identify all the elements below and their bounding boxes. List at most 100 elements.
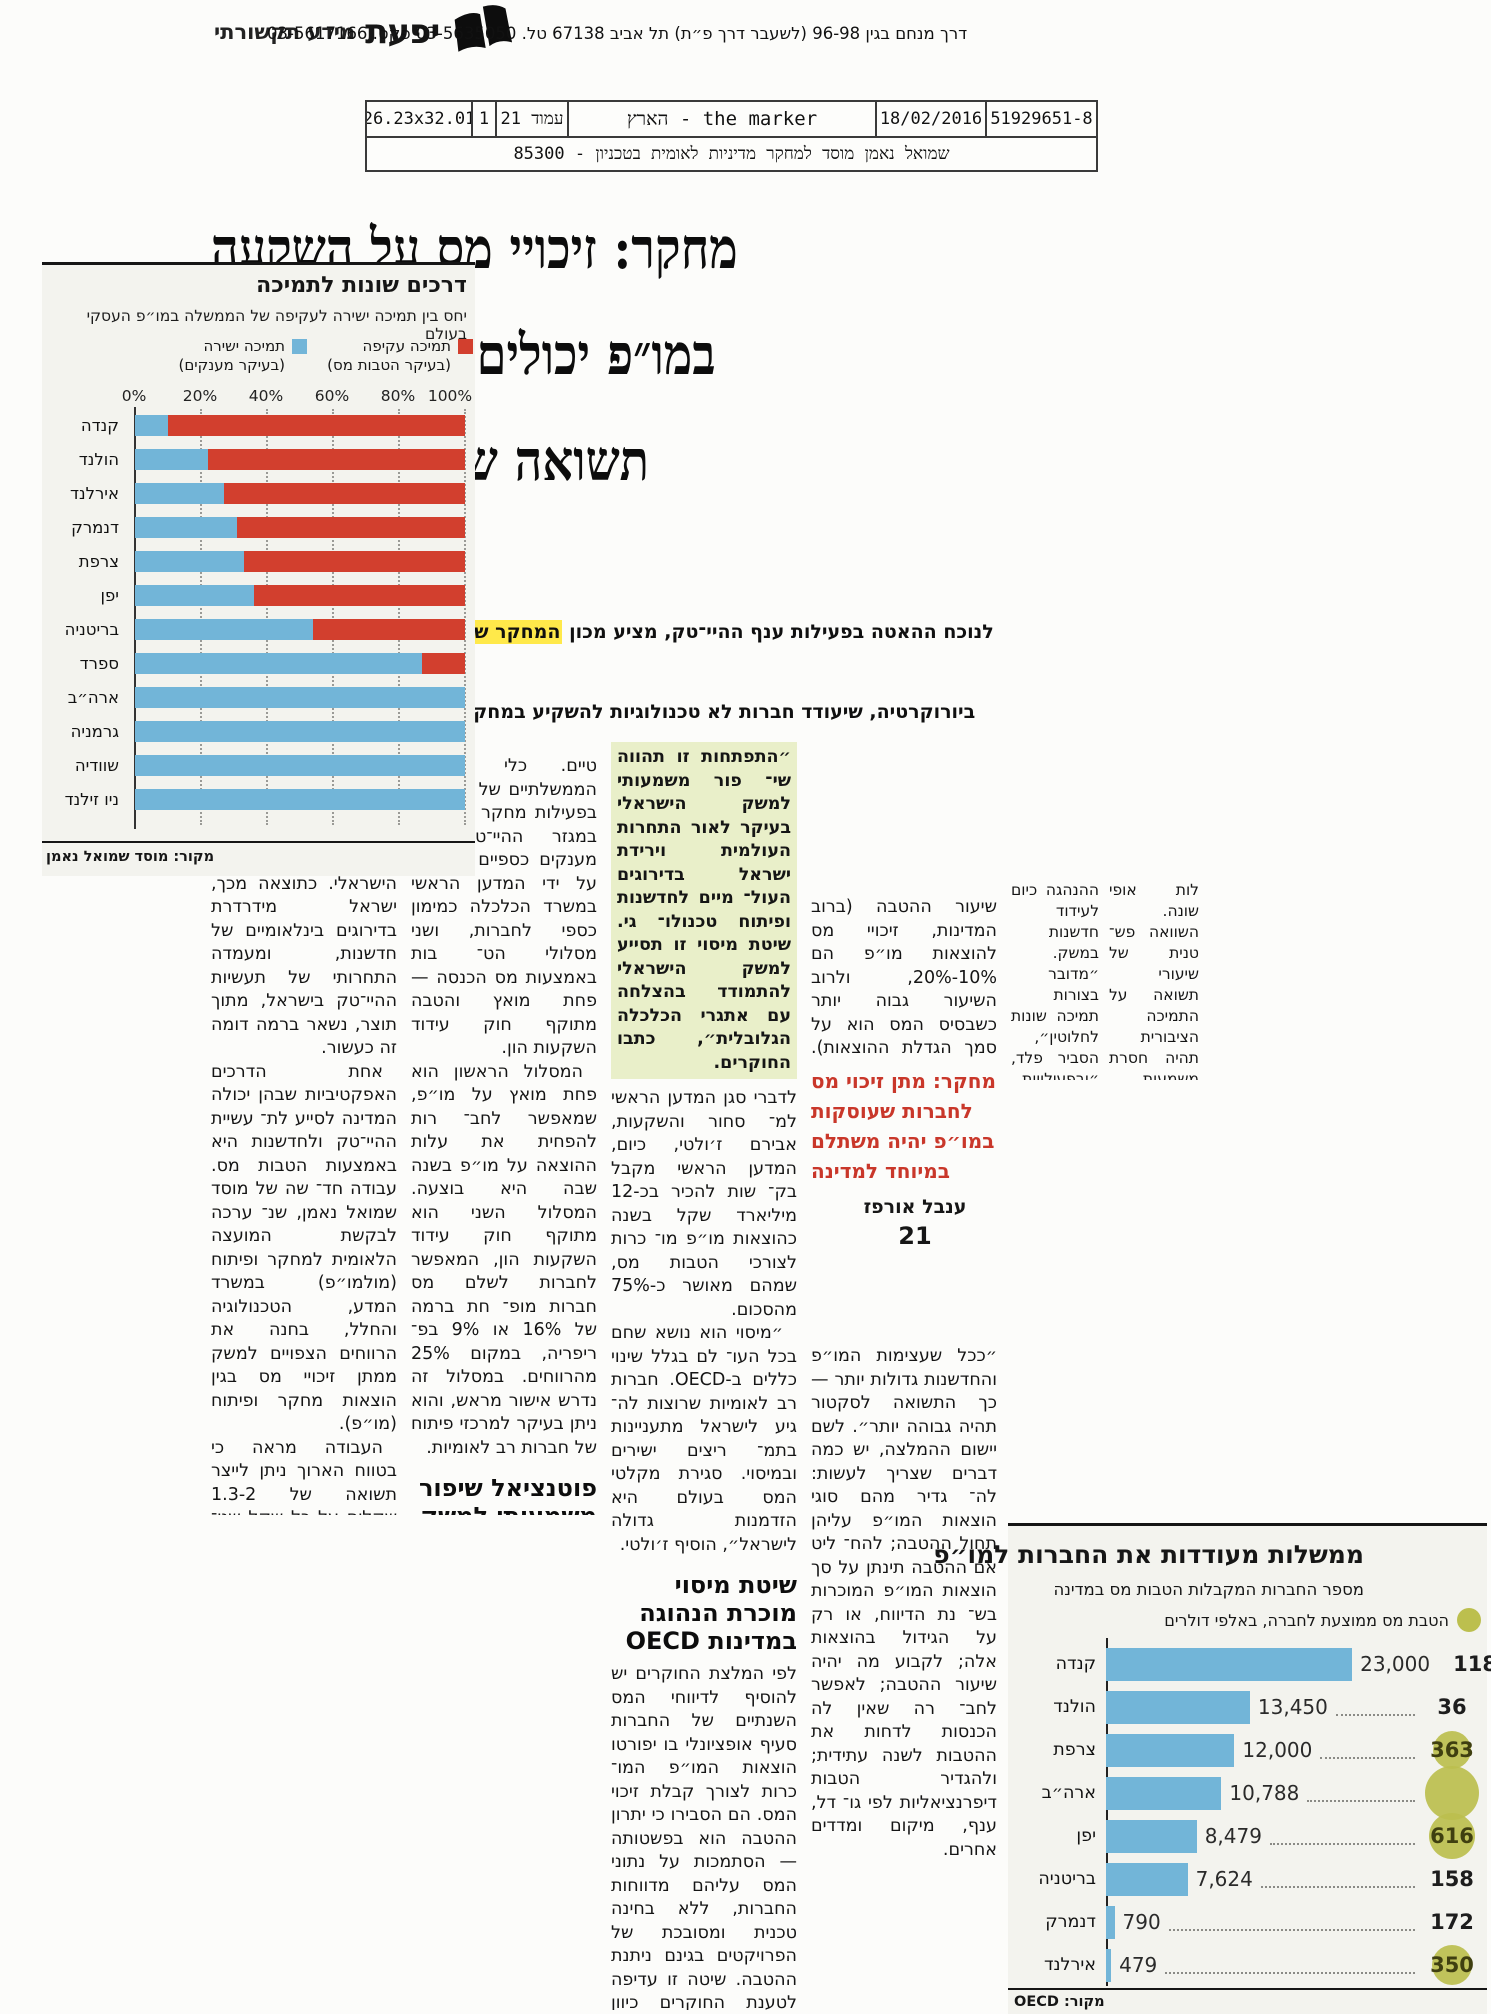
bar-row-usa: ארה״ב (42, 687, 475, 708)
indirect-support-bar (243, 551, 465, 572)
body-paragraph: המסלול הראשון הוא פחת מואץ על מו״פ, שמאפ… (411, 1061, 597, 1458)
x-axis-tick: 40% (248, 387, 284, 405)
bar-row-sweden: שוודיה (42, 755, 475, 776)
legend-text: תמיכה עקיפה (362, 337, 451, 355)
dotted-leader (1260, 1870, 1415, 1889)
publication-name: הארץ - the marker (569, 102, 877, 136)
gridline-100 (464, 409, 466, 825)
chart1-subtitle: יחס בין תמיכה ישירה לעקיפה של הממשלה במו… (86, 307, 467, 343)
benefit-value: 118 (1453, 1652, 1491, 1676)
article-column-5b: לות אופי שונה. השוואה פש־ טנית של שיעורי… (1109, 880, 1199, 1080)
logo-tagline: מידע תקשורתי (214, 20, 356, 44)
indirect-support-bar (313, 619, 465, 640)
direct-support-bar (135, 585, 254, 606)
legend-red-swatch (458, 339, 473, 354)
country-label: צרפת (78, 552, 119, 571)
chart2-axis-line (1106, 1638, 1108, 1986)
x-axis-tick: 100% (427, 387, 473, 405)
agency-address: דרך מנחם בגין 96-98 (לשעבר דרך פ״ת) תל א… (267, 24, 968, 43)
publication-date: 18/02/2016 (877, 102, 987, 136)
pull-quote-line: מחקר: מתן זיכוי מס (811, 1069, 996, 1093)
direct-support-bar (135, 755, 465, 776)
benefit-circle (1429, 1813, 1475, 1859)
bar-row-france: צרפת 12,000 363 (1008, 1731, 1481, 1769)
gridline-80 (398, 409, 400, 825)
companies-bar (1106, 1776, 1222, 1810)
direct-support-bar (135, 789, 465, 810)
dotted-leader (1269, 1827, 1415, 1846)
dotted-leader (1307, 1784, 1415, 1803)
body-paragraph: ״מיסוי הוא נושא שחם בכל העו־ לם בגלל שינ… (611, 1323, 797, 1555)
country-label: ניו זילנד (64, 790, 119, 809)
subject-line: שמואל נאמן מוסד למחקר מדיניות לאומית בטכ… (513, 144, 950, 164)
pull-quote-line: במו״פ יהיה משתלם (811, 1129, 995, 1153)
bar-row-britain: בריטניה 7,624 158 (1008, 1862, 1481, 1896)
bar-row-netherlands: הולנד (42, 449, 475, 470)
body-paragraph: אחת הדרכים האפקטיביות שבהן יכולה המדינה … (211, 1061, 397, 1435)
yifat-logo: יפעת מידע תקשורתי (214, 4, 513, 60)
direct-support-bar (135, 653, 423, 674)
companies-bar (1106, 1862, 1188, 1896)
gridline-20 (200, 409, 202, 825)
bar-row-germany: גרמניה (42, 721, 475, 742)
body-paragraph: לות אופי שונה. השוואה פש־ טנית של שיעורי… (1109, 881, 1199, 1080)
chart1-title: דרכים שונות לתמיכה (256, 273, 467, 298)
indirect-support-bar (224, 483, 465, 504)
direct-support-bar (135, 517, 238, 538)
country-label: אירלנד (69, 484, 119, 503)
country-label: הולנד (1053, 1697, 1096, 1717)
legend-olive-circle-icon (1457, 1608, 1481, 1632)
chart2-subtitle: מספר החברות המקבלות הטבות מס במדינה (1053, 1580, 1364, 1599)
red-pull-quote: מחקר: מתן זיכוי מס לחברות שעוסקות במו״פ … (811, 1066, 1021, 1186)
direct-support-bar (135, 483, 225, 504)
article-column-4-top: שיעור ההטבה (ברוב המדינות, זיכויי מס להו… (811, 896, 997, 1064)
section-heading-oecd: שיטת מיסוי מוכרת הנהוגה במדינות OECD (625, 1571, 797, 1655)
bar-row-denmark: דנמרק (42, 517, 475, 538)
clipping-count: 1 (473, 102, 497, 136)
dotted-leader (1168, 1913, 1415, 1932)
dotted-leader (1165, 1956, 1415, 1975)
direct-support-bar (135, 449, 208, 470)
benefit-value (1423, 1764, 1481, 1822)
gridline-60 (332, 409, 334, 825)
companies-value: 13,450 (1257, 1695, 1328, 1719)
dotted-leader (1320, 1741, 1415, 1760)
benefit-circle (1425, 1766, 1479, 1820)
country-label: קנדה (1055, 1654, 1096, 1674)
companies-bar (1106, 1647, 1353, 1681)
companies-bar (1106, 1690, 1250, 1724)
direct-support-bar (135, 415, 168, 436)
companies-value: 12,000 (1242, 1738, 1313, 1762)
body-paragraph: לדברי סגן המדען הראשי למ־ סחור והשקעות, … (611, 1088, 797, 1320)
section-heading-potential: פוטנציאל שיפור משמעותי למשק (418, 1474, 597, 1515)
direct-support-bar (135, 551, 244, 572)
chart2-bottom-rule (1008, 1988, 1487, 1990)
benefit-value: 172 (1430, 1910, 1474, 1934)
indirect-support-bar (237, 517, 465, 538)
bar-row-ireland: אירלנד 479 350 (1008, 1945, 1481, 1985)
pull-quote-author: ענבל אורפז (863, 1196, 967, 1218)
indirect-support-bar (422, 653, 465, 674)
bar-row-ireland: אירלנד (42, 483, 475, 504)
country-label: דנמרק (71, 518, 119, 537)
legend-direct-label: תמיכה ישירה (בעיקר מענקים) (178, 337, 285, 375)
chart2-source: מקור: OECD (1014, 1994, 1105, 2010)
legend-text: תמיכה ישירה (203, 337, 285, 355)
body-paragraph: שיעור ההטבה (ברוב המדינות, זיכויי מס להו… (811, 897, 997, 1064)
bar-row-new-zealand: ניו זילנד (42, 789, 475, 810)
legend-indirect-label: תמיכה עקיפה (בעיקר הטבות מס) (327, 337, 451, 375)
direct-support-bar (135, 619, 314, 640)
tax-benefit-companies-chart: ממשלות מעודדות את החברות למו״פ מספר החבר… (933, 1523, 1491, 2014)
companies-value: 23,000 (1360, 1652, 1431, 1676)
country-label: בריטניה (64, 620, 119, 639)
bar-row-france: צרפת (42, 551, 475, 572)
companies-bar (1106, 1905, 1115, 1939)
pull-quote-line: במיוחד למדינה (811, 1159, 950, 1183)
companies-bar (1106, 1948, 1112, 1982)
dotted-leader (1335, 1698, 1415, 1717)
legend-indirect-support: תמיכה עקיפה (בעיקר הטבות מס) (327, 337, 473, 375)
country-label: ספרד (79, 654, 119, 673)
bar-row-japan: יפן (42, 585, 475, 606)
bar-row-spain: ספרד (42, 653, 475, 674)
companies-bar (1106, 1819, 1197, 1853)
